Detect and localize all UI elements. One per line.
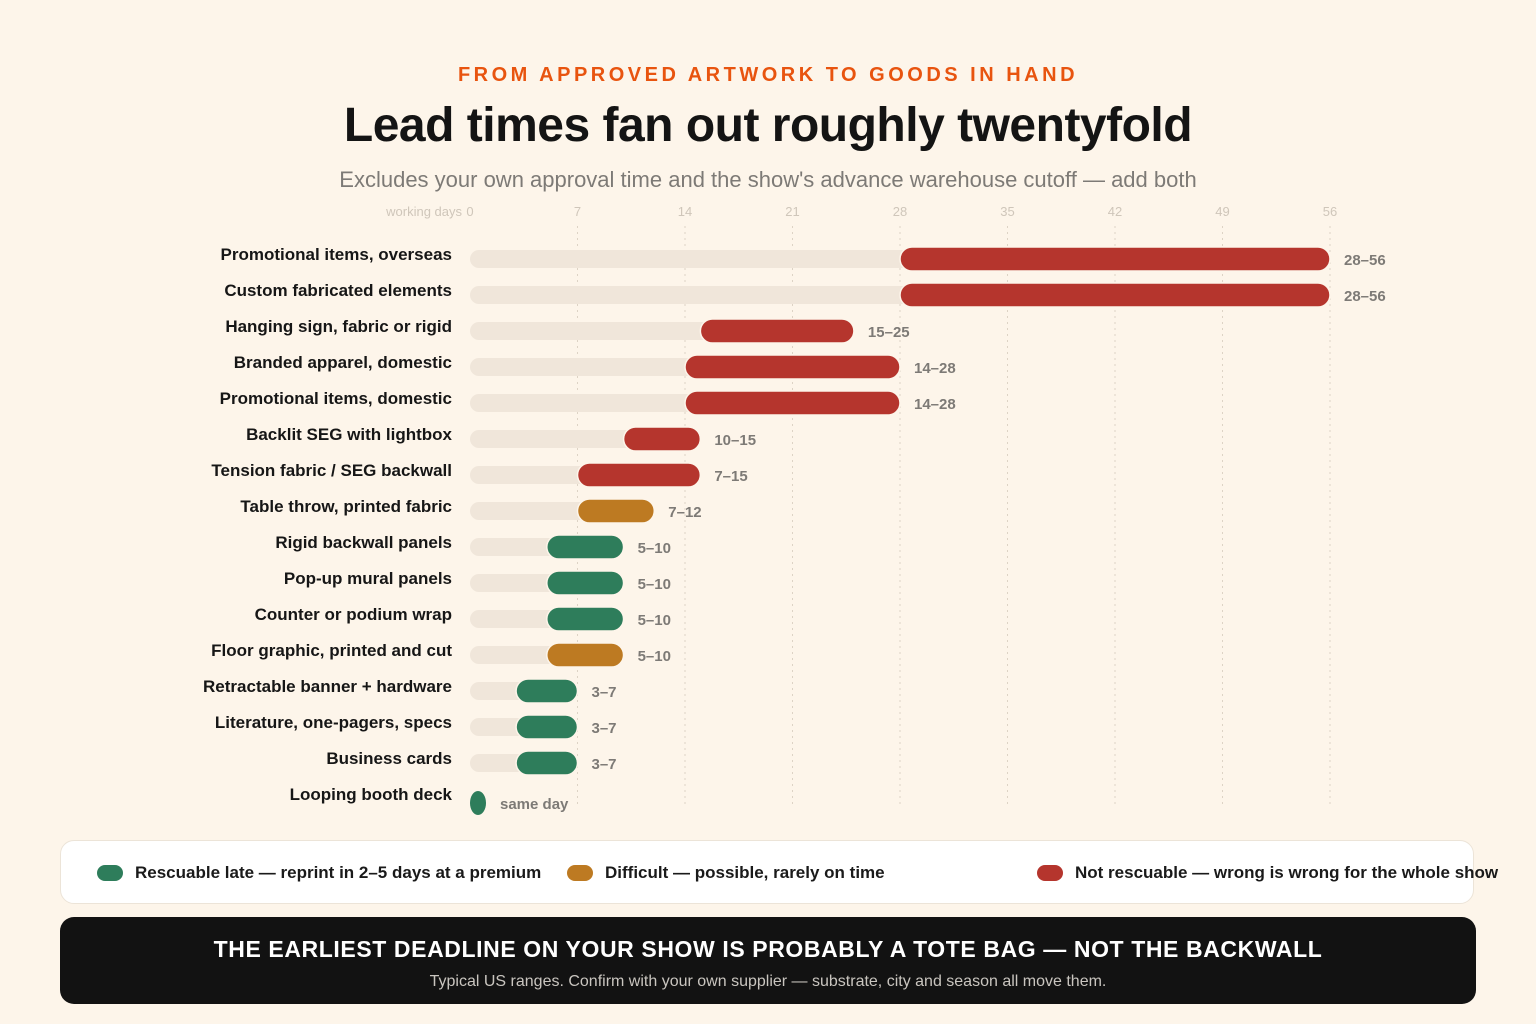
value-label: 15–25 [868,324,910,341]
row-track [470,502,590,520]
chart-eyebrow: FROM APPROVED ARTWORK TO GOODS IN HAND [457,64,1079,86]
takeaway-note: Typical US ranges. Confirm with your own… [429,973,1107,990]
value-label: 10–15 [714,432,756,449]
x-tick-label: 56 [1323,204,1337,219]
x-tick-label: 49 [1215,204,1229,219]
chart-subtitle: Excludes your own approval time and the … [339,167,1197,192]
row-label: Looping booth deck [290,785,453,804]
range-bar [699,318,855,344]
row-label: Counter or podium wrap [255,605,452,624]
range-bar [546,642,625,668]
row-track [470,466,590,484]
legend-item-difficult: Difficult — possible, rarely on time [567,863,885,883]
range-bar [576,462,702,488]
legend-swatch-not-rescuable [1037,865,1063,881]
value-label: 14–28 [914,396,956,413]
row-label: Custom fabricated elements [224,281,452,300]
range-bar [899,282,1331,308]
row-label: Promotional items, domestic [220,389,452,408]
value-label: 5–10 [638,612,671,629]
legend: Rescuable late — reprint in 2–5 days at … [60,840,1498,904]
x-axis-label: working days [385,204,462,219]
row-track [470,358,697,376]
range-bar [546,606,625,632]
range-bar [684,390,901,416]
range-bar [576,498,656,524]
x-tick-label: 7 [574,204,581,219]
row-track [470,322,713,340]
row-label: Branded apparel, domestic [234,353,452,372]
range-bar [515,678,579,704]
value-label: 7–12 [668,504,701,521]
range-bar [899,246,1331,272]
legend-item-not-rescuable: Not rescuable — wrong is wrong for the w… [1037,863,1498,883]
takeaway-banner: THE EARLIEST DEADLINE ON YOUR SHOW IS PR… [60,917,1476,1004]
range-bar [622,426,702,452]
value-label: 3–7 [592,684,617,701]
range-bar-chart: working days 0 7 14 21 28 35 42 49 56 Promotional … [203,204,1386,815]
range-marker [470,791,486,815]
row-label: Tension fabric / SEG backwall [211,461,452,480]
value-label: 5–10 [638,576,671,593]
range-bar [546,534,625,560]
legend-label-rescuable: Rescuable late — reprint in 2–5 days at … [135,863,542,882]
row-track [470,646,559,664]
row-track [470,718,529,736]
value-label: 28–56 [1344,288,1386,305]
value-label: same day [500,796,569,813]
value-label: 14–28 [914,360,956,377]
value-label: 3–7 [592,756,617,773]
value-label: 5–10 [638,648,671,665]
row-label: Retractable banner + hardware [203,677,452,696]
row-label: Hanging sign, fabric or rigid [225,317,452,336]
row-label: Pop-up mural panels [284,569,452,588]
row-track [470,286,912,304]
row-label: Promotional items, overseas [221,245,452,264]
row-track [470,250,912,268]
row-track [470,754,529,772]
takeaway-headline: THE EARLIEST DEADLINE ON YOUR SHOW IS PR… [213,936,1323,962]
legend-swatch-rescuable [97,865,123,881]
range-bar [684,354,901,380]
row-track [470,610,559,628]
legend-swatch-difficult [567,865,593,881]
row-label: Floor graphic, printed and cut [211,641,452,660]
row-label: Table throw, printed fabric [240,497,452,516]
x-tick-label: 14 [678,204,692,219]
x-tick-label: 28 [893,204,907,219]
x-tick-label: 0 [466,204,473,219]
legend-label-not-rescuable: Not rescuable — wrong is wrong for the w… [1075,863,1499,882]
range-bar [515,714,579,740]
chart-title: Lead times fan out roughly twentyfold [343,99,1193,152]
row-track [470,574,559,592]
row-track [470,430,636,448]
row-track [470,394,697,412]
value-label: 3–7 [592,720,617,737]
row-label: Business cards [326,749,452,768]
value-label: 5–10 [638,540,671,557]
x-tick-label: 21 [785,204,799,219]
row-label: Literature, one-pagers, specs [215,713,452,732]
row-label: Backlit SEG with lightbox [246,425,452,444]
range-bar [515,750,579,776]
row-track [470,682,529,700]
row-label: Rigid backwall panels [275,533,452,552]
x-tick-label: 35 [1000,204,1014,219]
value-label: 7–15 [714,468,747,485]
row-track [470,538,559,556]
legend-item-rescuable: Rescuable late — reprint in 2–5 days at … [97,863,541,883]
range-bar [546,570,625,596]
x-tick-label: 42 [1108,204,1122,219]
value-label: 28–56 [1344,252,1386,269]
legend-label-difficult: Difficult — possible, rarely on time [605,863,885,882]
